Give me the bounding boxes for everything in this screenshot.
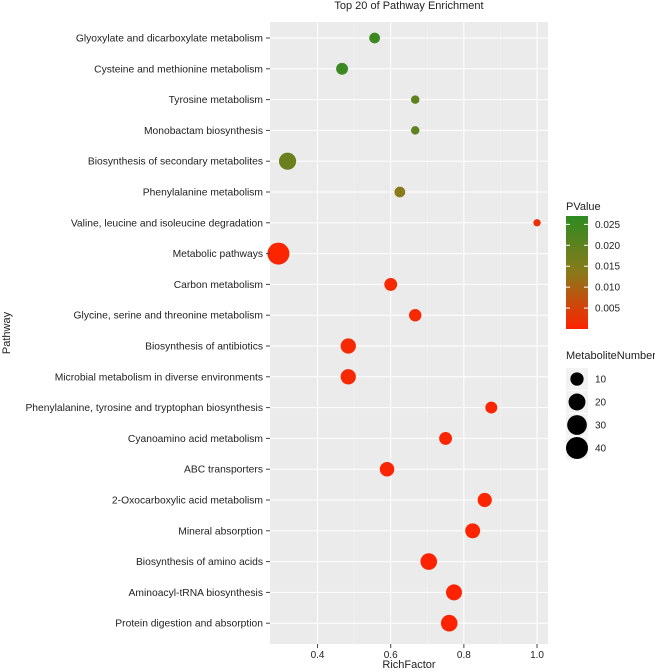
y-axis-title: Pathway — [1, 311, 13, 354]
data-point — [410, 95, 420, 104]
pvalue-legend-title: PValue — [566, 201, 601, 213]
data-point — [278, 152, 297, 170]
pathway-label: Tyrosine metabolism — [169, 95, 263, 106]
pvalue-tick-label: 0.015 — [595, 262, 620, 273]
data-point — [440, 614, 458, 632]
pvalue-legend-ticks: 0.005 0.010 0.015 0.020 0.025 — [566, 220, 620, 315]
size-legend-dot — [567, 415, 587, 435]
data-point — [409, 309, 422, 322]
data-point — [336, 62, 348, 75]
plot-panel — [270, 22, 548, 644]
pathway-label: Carbon metabolism — [174, 280, 263, 291]
pathway-label: Monobactam biosynthesis — [144, 126, 263, 137]
metabolite-number-legend: MetaboliteNumber 10 20 30 40 — [566, 350, 655, 459]
pathway-label: Cysteine and methionine metabolism — [94, 64, 263, 75]
pathway-label: Glyoxylate and dicarboxylate metabolism — [76, 34, 263, 45]
chart-title: Top 20 of Pathway Enrichment — [334, 0, 483, 12]
data-point — [267, 242, 290, 265]
pvalue-tick-label: 0.020 — [595, 241, 620, 252]
x-tick-label: 1.0 — [530, 650, 544, 661]
data-point — [477, 492, 492, 508]
size-legend-dot — [570, 372, 584, 386]
data-point — [340, 338, 356, 354]
data-point — [369, 32, 380, 44]
pathway-label: Mineral absorption — [178, 526, 263, 537]
size-legend-label: 10 — [595, 375, 607, 386]
pathway-label: ABC transporters — [184, 465, 263, 476]
size-legend-title: MetaboliteNumber — [566, 350, 655, 362]
pathway-label: Protein digestion and absorption — [115, 619, 263, 630]
data-point — [340, 369, 356, 385]
data-point — [465, 523, 481, 539]
pathway-label: Biosynthesis of secondary metabolites — [88, 157, 263, 168]
data-point — [439, 431, 453, 445]
data-point — [485, 401, 498, 414]
x-tick-label: 0.4 — [311, 650, 325, 661]
data-point — [394, 186, 406, 198]
x-tick-label: 0.8 — [457, 650, 471, 661]
pathway-label: Phenylalanine, tyrosine and tryptophan b… — [25, 403, 263, 414]
pathway-label: Glycine, serine and threonine metabolism — [74, 311, 263, 322]
pvalue-color-bar — [566, 216, 588, 329]
data-point — [410, 126, 420, 135]
pathway-label: Cyanoamino acid metabolism — [128, 434, 263, 445]
pathway-label: Microbial metabolism in diverse environm… — [55, 372, 263, 383]
x-tick-label: 0.6 — [384, 650, 398, 661]
size-legend-label: 40 — [595, 444, 607, 455]
grid-lines — [270, 22, 548, 644]
size-legend-label: 30 — [595, 421, 607, 432]
pathway-label: Aminoacyl-tRNA biosynthesis — [129, 588, 263, 599]
x-tick-labels: 0.4 0.6 0.8 1.0 — [311, 644, 544, 661]
data-point — [379, 461, 395, 477]
x-axis-title: RichFactor — [382, 659, 436, 671]
data-point — [446, 584, 462, 601]
size-legend-items: 10 20 30 40 — [566, 368, 607, 459]
data-point — [384, 277, 398, 291]
pathway-label: Phenylalanine metabolism — [143, 188, 263, 199]
size-legend-label: 20 — [595, 398, 607, 409]
pvalue-tick-label: 0.025 — [595, 220, 620, 231]
data-points — [267, 32, 541, 632]
pathway-label: Biosynthesis of amino acids — [136, 557, 263, 568]
pvalue-tick-label: 0.010 — [595, 283, 620, 294]
pathway-label: Valine, leucine and isoleucine degradati… — [71, 218, 263, 229]
pathway-label: Biosynthesis of antibiotics — [145, 342, 263, 353]
y-tick-labels: Glyoxylate and dicarboxylate metabolism C… — [25, 34, 270, 630]
pvalue-tick-label: 0.005 — [595, 304, 620, 315]
data-point — [533, 219, 541, 227]
size-legend-dot — [568, 393, 586, 411]
data-point — [420, 553, 438, 570]
size-legend-dot — [566, 437, 588, 459]
pathway-label: 2-Oxocarboxylic acid metabolism — [112, 496, 263, 507]
pathway-label: Metabolic pathways — [173, 249, 263, 260]
pvalue-legend: PValue 0.005 0.010 0.015 0.020 0.025 — [566, 201, 620, 329]
